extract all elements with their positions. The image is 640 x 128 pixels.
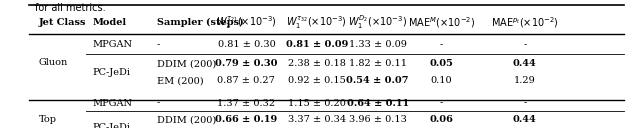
Text: 0.87 ± 0.27: 0.87 ± 0.27 xyxy=(218,76,275,85)
Text: MPGAN: MPGAN xyxy=(93,99,133,108)
Text: 0.05: 0.05 xyxy=(429,60,454,68)
Text: 0.06: 0.06 xyxy=(429,115,454,124)
Text: 0.44: 0.44 xyxy=(513,60,537,68)
Text: Gluon: Gluon xyxy=(38,58,68,67)
Text: for all metrics.: for all metrics. xyxy=(35,3,106,13)
Text: 1.15 ± 0.20: 1.15 ± 0.20 xyxy=(288,99,346,108)
Text: DDIM (200): DDIM (200) xyxy=(157,60,216,68)
Text: 0.81 ± 0.30: 0.81 ± 0.30 xyxy=(218,40,275,49)
Text: $\mathrm{MAE}^M(\times10^{-2})$: $\mathrm{MAE}^M(\times10^{-2})$ xyxy=(408,15,476,30)
Text: 1.29: 1.29 xyxy=(514,76,536,85)
Text: -: - xyxy=(157,40,160,49)
Text: -: - xyxy=(523,99,527,108)
Text: 2.38 ± 0.18: 2.38 ± 0.18 xyxy=(288,60,346,68)
Text: -: - xyxy=(157,99,160,108)
Text: 3.37 ± 0.34: 3.37 ± 0.34 xyxy=(288,115,346,124)
Text: -: - xyxy=(523,40,527,49)
Text: 0.66 ± 0.19: 0.66 ± 0.19 xyxy=(215,115,278,124)
Text: 0.92 ± 0.15: 0.92 ± 0.15 xyxy=(288,76,346,85)
Text: Jet Class: Jet Class xyxy=(38,18,86,27)
Text: EM (200): EM (200) xyxy=(157,76,204,85)
Text: 0.54 ± 0.07: 0.54 ± 0.07 xyxy=(346,76,409,85)
Text: PC-JeDi: PC-JeDi xyxy=(93,68,131,77)
Text: -: - xyxy=(440,99,444,108)
Text: 0.64 ± 0.11: 0.64 ± 0.11 xyxy=(346,99,409,108)
Text: $W_1^{D_2}(\times10^{-3})$: $W_1^{D_2}(\times10^{-3})$ xyxy=(348,14,407,31)
Text: 0.81 ± 0.09: 0.81 ± 0.09 xyxy=(285,40,348,49)
Text: DDIM (200): DDIM (200) xyxy=(157,115,216,124)
Text: Model: Model xyxy=(93,18,127,27)
Text: MPGAN: MPGAN xyxy=(93,40,133,49)
Text: 0.44: 0.44 xyxy=(513,115,537,124)
Text: PC-JeDi: PC-JeDi xyxy=(93,123,131,128)
Text: 0.10: 0.10 xyxy=(431,76,452,85)
Text: Top: Top xyxy=(38,115,56,124)
Text: $W_1^{\tau_{21}}(\times10^{-3})$: $W_1^{\tau_{21}}(\times10^{-3})$ xyxy=(216,14,277,31)
Text: $\mathrm{MAE}^{p_t}(\times10^{-2})$: $\mathrm{MAE}^{p_t}(\times10^{-2})$ xyxy=(491,15,559,30)
Text: 0.79 ± 0.30: 0.79 ± 0.30 xyxy=(215,60,278,68)
Text: 1.82 ± 0.11: 1.82 ± 0.11 xyxy=(349,60,406,68)
Text: 3.96 ± 0.13: 3.96 ± 0.13 xyxy=(349,115,406,124)
Text: 1.33 ± 0.09: 1.33 ± 0.09 xyxy=(349,40,406,49)
Text: -: - xyxy=(440,40,444,49)
Text: $W_1^{\tau_{32}}(\times10^{-3})$: $W_1^{\tau_{32}}(\times10^{-3})$ xyxy=(286,14,348,31)
Text: 1.37 ± 0.32: 1.37 ± 0.32 xyxy=(218,99,275,108)
Text: Sampler (steps): Sampler (steps) xyxy=(157,18,243,27)
